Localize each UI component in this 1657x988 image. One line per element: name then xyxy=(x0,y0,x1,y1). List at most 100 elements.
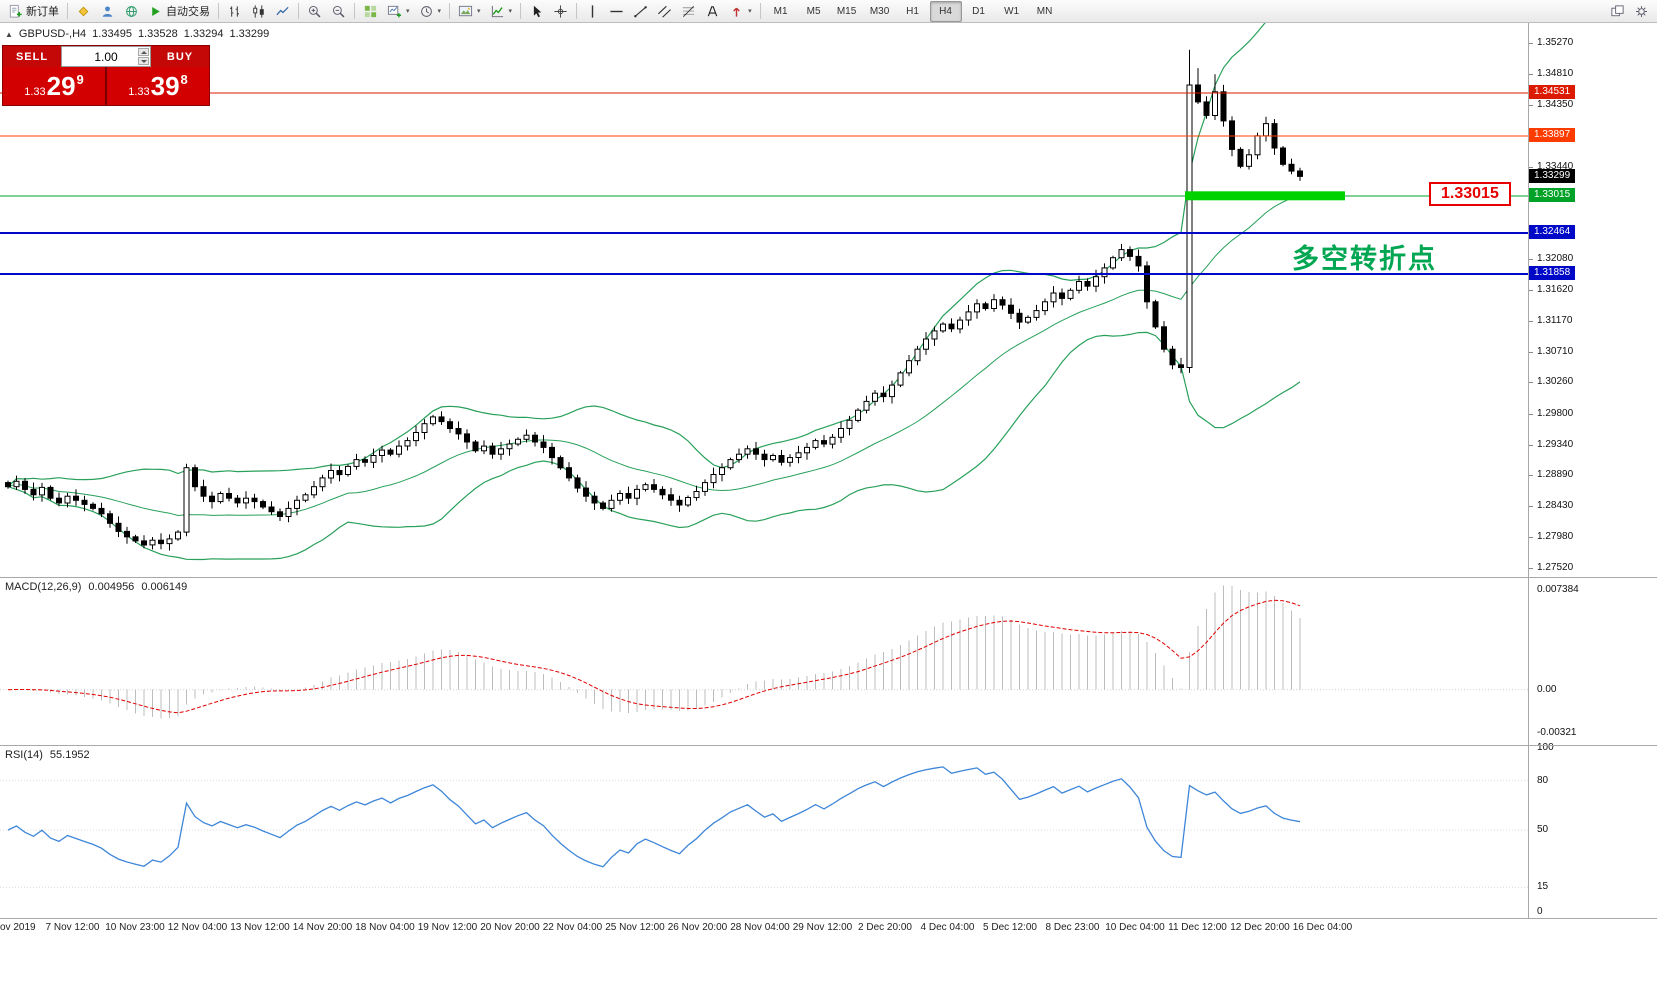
new-order-button-label: 新订单 xyxy=(26,6,59,18)
crosshair-button[interactable] xyxy=(549,1,572,22)
price-axis[interactable]: 1.35270 1.34810 1.34350 1.33440 1.32080 1.316… xyxy=(1529,23,1656,918)
time-axis-label: 12 Nov 04:00 xyxy=(167,922,228,933)
hline-icon xyxy=(609,4,624,19)
time-axis-label: 16 Dec 04:00 xyxy=(1292,922,1353,933)
cursor-button[interactable] xyxy=(525,1,548,22)
support-zone-highlight[interactable] xyxy=(1185,191,1345,201)
macd-label: MACD(12,26,9) xyxy=(5,581,82,593)
new-order-button[interactable]: 新订单 xyxy=(4,1,63,22)
timeframe-H1-button[interactable]: H1 xyxy=(906,5,919,17)
channel-icon xyxy=(657,4,672,19)
profiles-button[interactable]: ▾ xyxy=(415,1,446,22)
price-tag-label[interactable]: 1.33015 xyxy=(1429,182,1511,206)
price-axis-tick: 1.27980 xyxy=(1537,531,1574,542)
timeframe-W1-button[interactable]: W1 xyxy=(1004,5,1020,17)
community-button[interactable] xyxy=(120,1,143,22)
toolbar-separator xyxy=(759,3,761,19)
price-axis-tick: 1.35270 xyxy=(1537,37,1574,48)
toolbar-separator xyxy=(576,3,578,19)
timeframe-MN-button[interactable]: MN xyxy=(1036,5,1053,17)
macd-panel-canvas[interactable] xyxy=(0,578,1528,745)
trendline-button[interactable] xyxy=(629,1,652,22)
time-axis-label: 10 Dec 04:00 xyxy=(1105,922,1165,933)
volume-value: 1.00 xyxy=(94,49,118,64)
vline-icon xyxy=(585,4,600,19)
tile-windows-button[interactable] xyxy=(359,1,382,22)
time-axis-label: 20 Nov 20:00 xyxy=(480,922,540,933)
buy-button[interactable]: BUY xyxy=(151,46,209,67)
new-chart-button[interactable]: ▾ xyxy=(383,1,414,22)
time-axis-label: 5 Nov 2019 xyxy=(0,922,36,933)
line-chart-button[interactable] xyxy=(271,1,294,22)
main-chart-canvas[interactable] xyxy=(0,23,1528,577)
templates-button[interactable]: ▾ xyxy=(454,1,485,22)
axis-tick-mark xyxy=(1529,475,1533,476)
bar-high-value: 1.33528 xyxy=(137,28,178,40)
rsi-panel-canvas[interactable] xyxy=(0,746,1528,918)
buy-price-button[interactable]: 1.33 39 8 xyxy=(107,67,209,105)
rsi-value: 55.1952 xyxy=(49,749,90,761)
volume-input[interactable]: 1.00 xyxy=(61,46,151,67)
macd-signal-line xyxy=(7,599,1301,714)
bollinger-lower-band xyxy=(7,331,1301,561)
neworder-icon xyxy=(8,4,23,19)
candlestick-chart-button[interactable] xyxy=(247,1,270,22)
volume-down-button[interactable] xyxy=(138,57,149,65)
price-label-box: 1.34531 xyxy=(1529,85,1576,99)
fibo-icon xyxy=(681,4,696,19)
toolbar: 新订单 自动交易 ▾ ▾ ▾ ▾ ▾ M1 M5 M15 M30 H1 H4 D1 W1 MN xyxy=(0,0,1657,23)
panel-toggle-icon[interactable]: ▲ xyxy=(5,29,13,39)
fibonacci-button[interactable] xyxy=(677,1,700,22)
timeframe-D1-button[interactable]: D1 xyxy=(972,5,985,17)
newchart-icon xyxy=(387,4,402,19)
vertical-line-button[interactable] xyxy=(581,1,604,22)
axis-tick-mark xyxy=(1529,506,1533,507)
profile-button[interactable] xyxy=(96,1,119,22)
candles-icon xyxy=(251,4,266,19)
axis-tick-mark xyxy=(1529,167,1533,168)
axis-tick-mark xyxy=(1529,259,1533,260)
autotrading-button[interactable]: 自动交易 xyxy=(144,1,214,22)
cursor-icon xyxy=(529,4,544,19)
panel-divider[interactable] xyxy=(0,577,1657,578)
timeframe-M15-button[interactable]: M15 xyxy=(836,5,857,17)
zoom-out-button[interactable] xyxy=(327,1,350,22)
buy-price-frac: 8 xyxy=(180,71,188,87)
time-axis-label: 13 Nov 12:00 xyxy=(230,922,290,933)
arrow-icon xyxy=(729,4,744,19)
volume-up-button[interactable] xyxy=(138,48,149,56)
panel-divider[interactable] xyxy=(0,745,1657,746)
zoom-in-button[interactable] xyxy=(303,1,326,22)
gear-icon xyxy=(1634,4,1649,19)
settings-button[interactable] xyxy=(1630,1,1653,22)
price-axis-tick: 1.27520 xyxy=(1537,562,1574,573)
timeframe-M1-button[interactable]: M1 xyxy=(773,5,788,17)
dropdown-caret-icon: ▾ xyxy=(437,8,442,15)
horizontal-line-button[interactable] xyxy=(605,1,628,22)
timeframe-M30-button[interactable]: M30 xyxy=(869,5,890,17)
metaeditor-button[interactable] xyxy=(72,1,95,22)
price-axis-tick: 1.29340 xyxy=(1537,439,1574,450)
price-axis-tick: 1.29800 xyxy=(1537,408,1574,419)
bar-chart-button[interactable] xyxy=(223,1,246,22)
sell-button[interactable]: SELL xyxy=(3,46,61,67)
rsi-line xyxy=(7,766,1301,868)
timeframe-H4-button[interactable]: H4 xyxy=(929,0,962,22)
text-label-button[interactable] xyxy=(701,1,724,22)
bollinger-upper-band xyxy=(7,23,1266,488)
macd-signal-value: 0.006149 xyxy=(141,581,188,593)
dropdown-caret-icon: ▾ xyxy=(406,8,410,15)
sell-price-button[interactable]: 1.33 29 9 xyxy=(3,67,105,105)
time-axis-label: 22 Nov 04:00 xyxy=(542,922,603,933)
bars-icon xyxy=(227,4,242,19)
indicators-button[interactable]: ▾ xyxy=(486,1,517,22)
macd-main-value: 0.004956 xyxy=(88,581,135,593)
chart-annotation-text[interactable]: 多空转折点 xyxy=(1292,244,1437,274)
chart-windows-button[interactable] xyxy=(1606,1,1629,22)
person-icon xyxy=(100,4,115,19)
toolbar-separator xyxy=(520,3,522,19)
channel-button[interactable] xyxy=(653,1,676,22)
arrows-button[interactable]: ▾ xyxy=(725,1,756,22)
timeframe-M5-button[interactable]: M5 xyxy=(806,5,821,17)
